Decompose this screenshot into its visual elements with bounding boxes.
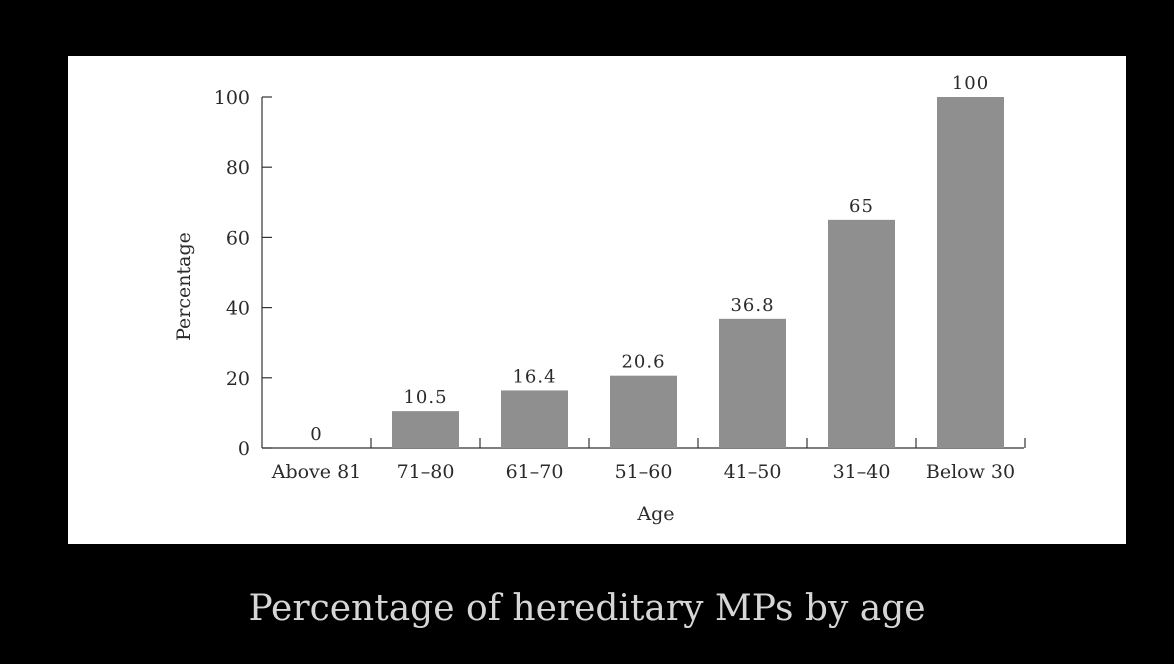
bar-value-label: 36.8 bbox=[730, 295, 774, 316]
bar bbox=[610, 375, 677, 448]
x-axis: Above 81 71–80 61–70 51–60 41–50 31–40 Below 3… bbox=[262, 438, 1026, 483]
x-tick-label: 31–40 bbox=[833, 461, 891, 483]
figure-caption: Percentage of hereditary MPs by age bbox=[248, 588, 926, 629]
bar-value-label: 16.4 bbox=[512, 366, 556, 387]
bar-value-label: 0 bbox=[310, 424, 322, 445]
y-tick-label: 100 bbox=[214, 87, 250, 109]
y-axis: 0 20 40 60 80 100 bbox=[214, 87, 272, 460]
x-tick-label: 61–70 bbox=[506, 461, 564, 483]
x-tick-label: Below 30 bbox=[926, 461, 1015, 483]
bar-value-label: 65 bbox=[849, 196, 874, 217]
y-tick-label: 40 bbox=[226, 298, 250, 320]
y-tick-label: 80 bbox=[226, 157, 250, 179]
bar bbox=[392, 411, 459, 448]
data-labels: 0 10.5 16.4 20.6 36.8 65 100 bbox=[310, 73, 989, 445]
x-tick-label: 51–60 bbox=[615, 461, 673, 483]
y-tick-label: 0 bbox=[238, 438, 250, 460]
y-tick-label: 60 bbox=[226, 227, 250, 249]
bar bbox=[719, 318, 786, 448]
y-tick-label: 20 bbox=[226, 368, 250, 390]
x-tick-label: 41–50 bbox=[724, 461, 782, 483]
bar-value-label: 10.5 bbox=[403, 387, 447, 408]
bar bbox=[501, 390, 568, 448]
x-axis-title: Age bbox=[636, 503, 674, 525]
bar-chart: 0 20 40 60 80 100 Above 81 71–80 61–70 51–60 41–5… bbox=[173, 73, 1026, 525]
y-axis-title: Percentage bbox=[173, 232, 195, 341]
bar bbox=[828, 219, 895, 448]
x-tick-label: 71–80 bbox=[397, 461, 455, 483]
bars bbox=[392, 97, 1004, 448]
bar bbox=[937, 97, 1004, 448]
bar-value-label: 20.6 bbox=[621, 352, 665, 373]
x-tick-label: Above 81 bbox=[271, 461, 362, 483]
bar-value-label: 100 bbox=[952, 73, 989, 94]
chart-panel: 0 20 40 60 80 100 Above 81 71–80 61–70 51–60 41–5… bbox=[68, 56, 1126, 544]
